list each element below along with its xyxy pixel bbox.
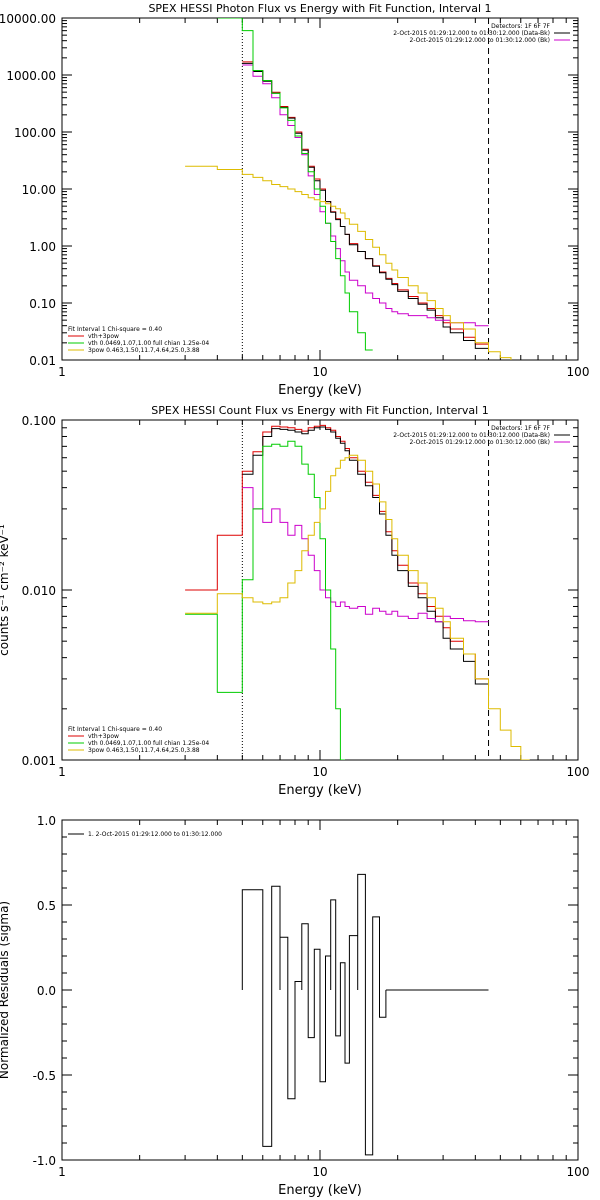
chart-title: SPEX HESSI Photon Flux vs Energy with Fi…	[148, 2, 491, 15]
y-tick-label: 1.00	[29, 240, 56, 254]
x-tick-label: 10	[312, 765, 327, 779]
x-tick-label: 1	[58, 365, 66, 379]
chart-panel-2: 1 10 100 0.001 0.010 0.100 SPEX HESSI Count Fl…	[0, 404, 589, 798]
y-tick-label: 0.001	[22, 754, 56, 768]
info-line-2: 2-Oct-2015 01:29:12.000 to 01:30:12.000 …	[393, 432, 550, 439]
legend-entry-4: 3pow 0.463,1.50,11.7,4.64,25.0,3.88	[88, 747, 200, 754]
info-line-1: Detectors: 1F 6F 7F	[491, 425, 550, 432]
legend-entry-3: vth 0.0469,1.07,1.00 full chian 1.25e-04	[88, 740, 209, 747]
legend-entry-2: vth+3pow	[88, 733, 119, 740]
y-tick-label: 0.010	[22, 584, 56, 598]
series-group	[185, 18, 512, 360]
series-2-1	[185, 424, 489, 680]
chart-panel-1: 1 10 100 0.01 0.10 1.00 10.00 100.00 1000.00 1000…	[0, 2, 589, 398]
x-axis-label: Energy (keV)	[278, 383, 362, 398]
info-line-2: 2-Oct-2015 01:29:12.000 to 01:30:12.000 …	[393, 30, 550, 37]
series-2-5	[185, 454, 530, 760]
legend-entry-1: 1. 2-Oct-2015 01:29:12.000 to 01:30:12.0…	[88, 831, 222, 838]
legend-entry-1: Fit Interval 1 Chi-square = 0.40	[68, 326, 162, 333]
info-line-3: 2-Oct-2015 01:29:12.000 to 01:30:12.000 …	[410, 37, 551, 44]
legend-entry-1: Fit Interval 1 Chi-square = 0.40	[68, 726, 162, 733]
info-line-1: Detectors: 1F 6F 7F	[491, 23, 550, 30]
series-2-4	[185, 440, 345, 760]
series-group	[241, 873, 489, 1156]
y-axis-label: counts s⁻¹ cm⁻² keV⁻¹	[0, 524, 11, 656]
y-tick-label: 0.100	[22, 414, 56, 428]
x-tick-label: 1	[58, 765, 66, 779]
series-group	[185, 424, 530, 760]
chart-panel-3: 1 10 100 -1.0 -0.5 0.0 0.5 1.0 Energy (keV) Norma…	[0, 814, 589, 1198]
legend-entry-4: 3pow 0.463,1.50,11.7,4.64,25.0,3.88	[88, 347, 200, 354]
x-tick-label: 100	[567, 765, 590, 779]
legend-entry-2: vth+3pow	[88, 333, 119, 340]
series-1-3	[242, 64, 489, 327]
y-tick-label: 0.5	[37, 899, 56, 913]
series-1-5	[185, 165, 512, 360]
y-tick-label: 0.0	[37, 984, 56, 998]
series-1-1	[242, 61, 489, 345]
x-tick-label: 10	[312, 1165, 327, 1179]
x-tick-label: 100	[567, 1165, 590, 1179]
series-2-3	[242, 487, 489, 623]
y-axis-label: Normalized Residuals (sigma)	[0, 901, 11, 1079]
chart-title: SPEX HESSI Count Flux vs Energy with Fit…	[151, 404, 488, 417]
x-tick-label: 100	[567, 365, 590, 379]
info-line-3: 2-Oct-2015 01:29:12.000 to 01:30:12.000 …	[410, 439, 551, 446]
y-tick-label: -0.5	[33, 1069, 56, 1083]
legend-entry-3: vth 0.0469,1.07,1.00 full chian 1.25e-04	[88, 340, 209, 347]
series-1-4	[217, 18, 373, 351]
y-tick-label: 0.01	[29, 354, 56, 368]
y-tick-label: 10.00	[22, 183, 56, 197]
x-tick-label: 1	[58, 1165, 66, 1179]
y-tick-label: 10000.00	[0, 12, 56, 26]
y-tick-label: -1.0	[33, 1154, 56, 1168]
series-1-2	[242, 62, 489, 349]
x-axis-label: Energy (keV)	[278, 783, 362, 798]
y-tick-label: 100.00	[14, 126, 56, 140]
x-axis-label: Energy (keV)	[278, 1183, 362, 1198]
x-tick-label: 10	[312, 365, 327, 379]
y-tick-label: 1000.00	[6, 69, 56, 83]
series-3-1	[241, 873, 489, 1156]
y-tick-label: 1.0	[37, 814, 56, 828]
y-tick-label: 0.10	[29, 297, 56, 311]
